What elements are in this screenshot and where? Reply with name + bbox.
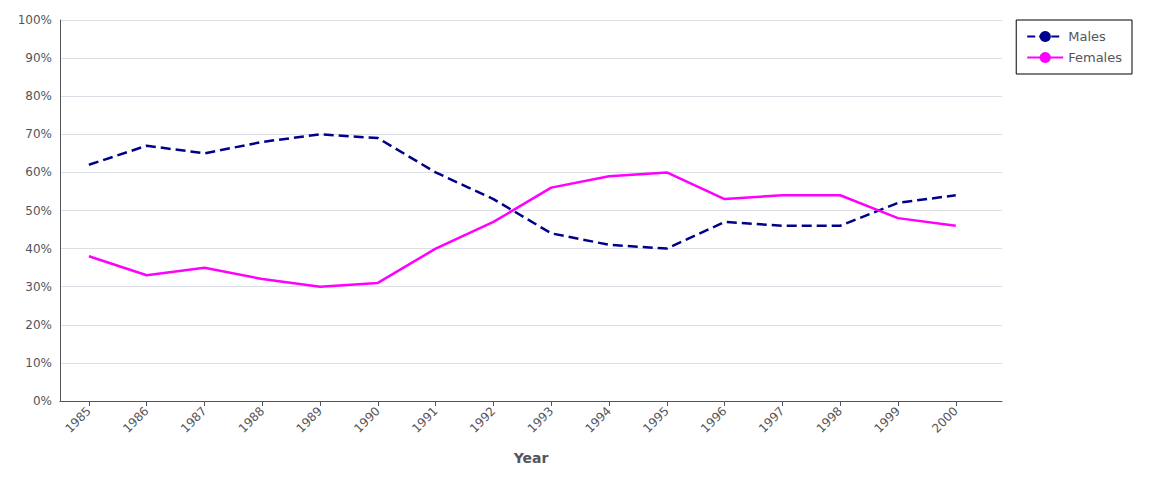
svg-text:1996: 1996 xyxy=(698,404,729,435)
svg-text:1987: 1987 xyxy=(178,404,209,435)
svg-text:70%: 70% xyxy=(25,127,52,141)
svg-text:1991: 1991 xyxy=(409,404,440,435)
svg-text:10%: 10% xyxy=(25,356,52,370)
svg-text:1986: 1986 xyxy=(120,404,151,435)
svg-text:20%: 20% xyxy=(25,318,52,332)
svg-text:Females: Females xyxy=(1068,50,1122,65)
svg-text:80%: 80% xyxy=(25,89,52,103)
svg-text:Males: Males xyxy=(1068,29,1106,44)
svg-text:1989: 1989 xyxy=(294,404,325,435)
svg-text:1985: 1985 xyxy=(62,404,93,435)
svg-text:2000: 2000 xyxy=(929,404,960,435)
svg-text:50%: 50% xyxy=(25,204,52,218)
svg-text:1992: 1992 xyxy=(467,404,498,435)
svg-text:0%: 0% xyxy=(33,394,52,408)
svg-text:90%: 90% xyxy=(25,51,52,65)
svg-text:1995: 1995 xyxy=(640,404,671,435)
svg-text:1999: 1999 xyxy=(871,404,902,435)
svg-text:Year: Year xyxy=(513,450,549,466)
svg-text:1994: 1994 xyxy=(583,404,614,435)
svg-text:60%: 60% xyxy=(25,165,52,179)
svg-text:1997: 1997 xyxy=(756,404,787,435)
svg-text:1998: 1998 xyxy=(814,404,845,435)
svg-text:1990: 1990 xyxy=(351,404,382,435)
svg-text:40%: 40% xyxy=(25,242,52,256)
svg-text:1993: 1993 xyxy=(525,404,556,435)
svg-text:30%: 30% xyxy=(25,280,52,294)
svg-text:100%: 100% xyxy=(18,13,52,27)
svg-text:1988: 1988 xyxy=(236,404,267,435)
